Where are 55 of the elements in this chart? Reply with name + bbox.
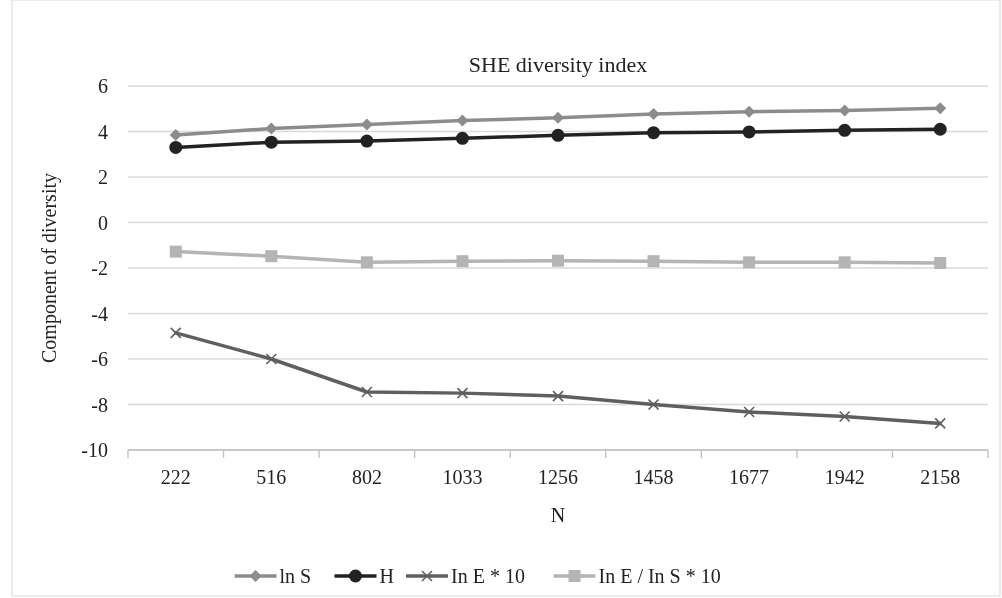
point [169,140,183,154]
x-tick-label: 222 [160,466,191,488]
x-tick-label: 1256 [538,466,578,488]
point [552,111,564,124]
point [934,417,947,430]
x-tick-label: 516 [256,466,287,488]
chart-title: SHE diversity index [468,52,648,77]
point [552,390,564,402]
legend-label: In E / In S * 10 [598,565,721,587]
x-axis-title: N [550,504,566,526]
y-tick-label: -6 [91,348,108,370]
legend-label: In E * 10 [451,565,525,587]
point [169,327,182,339]
point [743,256,756,269]
point [742,125,756,139]
point [647,126,661,140]
point [265,250,278,263]
point [838,410,851,423]
point [361,386,373,398]
point [552,254,564,267]
point [933,122,947,136]
point [169,128,182,141]
point [456,255,469,268]
y-tick-label: 6 [98,75,108,97]
x-tick-label: 1458 [633,466,674,488]
point [456,387,469,399]
y-tick-label: -8 [91,393,108,416]
x-tick-label: 1942 [824,466,865,488]
legend-label: ln S [279,565,312,587]
point [455,131,469,145]
point [743,406,755,418]
x-tick-label: 1033 [442,466,483,488]
x-tick-label: 802 [351,466,382,488]
point [934,102,947,115]
point [647,255,660,268]
point [264,135,278,149]
y-axis-title: Component of diversity [38,173,61,363]
point [934,257,947,269]
point [265,353,278,365]
x-tick-label: 2158 [920,466,961,488]
point [838,123,852,137]
legend-label: H [379,565,394,587]
point [360,256,373,269]
x-tick-label: 1677 [729,466,770,488]
y-tick-label: -4 [91,302,108,325]
point [647,398,660,411]
y-tick-label: -2 [91,257,108,279]
point [360,134,374,148]
y-tick-label: 0 [98,211,108,234]
point [838,256,851,269]
point [169,245,182,258]
y-tick-label: 4 [98,120,108,143]
y-tick-label: 2 [98,166,108,188]
point [551,128,565,142]
y-tick-label: -10 [81,439,108,461]
